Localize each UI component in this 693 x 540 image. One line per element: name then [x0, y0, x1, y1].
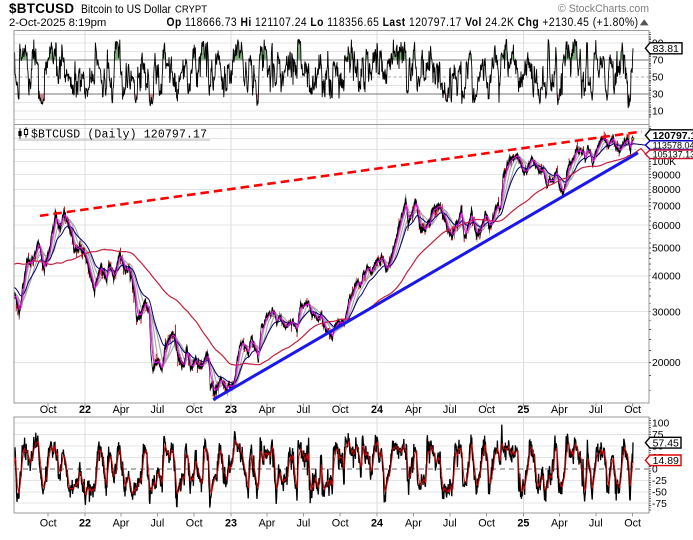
svg-text:23: 23 — [225, 404, 237, 416]
svg-text:24: 24 — [371, 404, 383, 416]
svg-text:20000: 20000 — [652, 358, 681, 369]
svg-text:10: 10 — [652, 107, 664, 118]
svg-text:Jul: Jul — [150, 518, 164, 530]
svg-text:Oct: Oct — [332, 518, 349, 530]
svg-text:Op 118666.73 Hi 121107.24 Lo 1: Op 118666.73 Hi 121107.24 Lo 118356.65 L… — [167, 16, 639, 29]
svg-text:14.89: 14.89 — [653, 455, 679, 467]
svg-text:23: 23 — [225, 518, 237, 530]
svg-text:Jul: Jul — [589, 518, 603, 530]
svg-text:25: 25 — [517, 518, 529, 530]
svg-text:40000: 40000 — [652, 272, 681, 283]
svg-text:Bitcoin to US Dollar: Bitcoin to US Dollar — [81, 3, 171, 16]
svg-text:© StockCharts.com: © StockCharts.com — [558, 3, 649, 15]
svg-text:Oct: Oct — [478, 404, 495, 416]
svg-text:Oct: Oct — [40, 518, 57, 530]
svg-text:25: 25 — [517, 404, 529, 416]
svg-text:Jul: Jul — [443, 518, 457, 530]
svg-text:Apr: Apr — [405, 404, 422, 416]
svg-text:Jul: Jul — [589, 404, 603, 416]
svg-text:-75: -75 — [652, 499, 667, 510]
svg-text:0: 0 — [652, 465, 658, 476]
svg-text:-25: -25 — [652, 476, 667, 487]
svg-text:22: 22 — [79, 404, 91, 416]
svg-text:-50: -50 — [652, 488, 667, 499]
svg-text:50000: 50000 — [652, 244, 681, 255]
svg-text:Oct: Oct — [186, 404, 203, 416]
svg-text:Oct: Oct — [332, 404, 349, 416]
svg-text:2-Oct-2025 8:19pm: 2-Oct-2025 8:19pm — [9, 17, 106, 29]
svg-text:75: 75 — [652, 430, 664, 441]
svg-text:113578.04: 113578.04 — [653, 140, 693, 150]
svg-text:Apr: Apr — [259, 404, 276, 416]
svg-text:30000: 30000 — [652, 307, 681, 318]
svg-text:90000: 90000 — [652, 170, 681, 181]
svg-text:Oct: Oct — [40, 404, 57, 416]
svg-text:Jul: Jul — [296, 404, 310, 416]
svg-text:50: 50 — [652, 73, 664, 84]
svg-text:83.81: 83.81 — [653, 43, 679, 55]
svg-text:Oct: Oct — [624, 404, 641, 416]
svg-text:CRYPT: CRYPT — [175, 4, 207, 15]
svg-text:80000: 80000 — [652, 185, 681, 196]
svg-text:60000: 60000 — [652, 221, 681, 232]
svg-text:70000: 70000 — [652, 202, 681, 213]
svg-text:100K: 100K — [652, 157, 676, 168]
svg-text:$BTCUSD: $BTCUSD — [9, 1, 74, 16]
svg-text:70: 70 — [652, 56, 664, 67]
svg-text:30: 30 — [652, 90, 664, 101]
svg-text:Jul: Jul — [443, 404, 457, 416]
svg-text:Apr: Apr — [551, 518, 568, 530]
svg-text:22: 22 — [79, 518, 91, 530]
svg-text:24: 24 — [371, 518, 383, 530]
svg-text:105137.13: 105137.13 — [653, 150, 693, 160]
svg-text:Apr: Apr — [113, 404, 130, 416]
svg-text:$BTCUSD (Daily) 120797.17: $BTCUSD (Daily) 120797.17 — [31, 129, 207, 142]
svg-text:Jul: Jul — [296, 518, 310, 530]
svg-text:Apr: Apr — [405, 518, 422, 530]
svg-text:120797.17: 120797.17 — [653, 130, 693, 142]
svg-text:Apr: Apr — [259, 518, 276, 530]
svg-text:Apr: Apr — [113, 518, 130, 530]
svg-text:Oct: Oct — [478, 518, 495, 530]
svg-text:Jul: Jul — [150, 404, 164, 416]
svg-text:100: 100 — [652, 419, 669, 430]
svg-text:Oct: Oct — [624, 518, 641, 530]
svg-text:Oct: Oct — [186, 518, 203, 530]
svg-text:Apr: Apr — [551, 404, 568, 416]
svg-text:57.45: 57.45 — [653, 438, 679, 450]
